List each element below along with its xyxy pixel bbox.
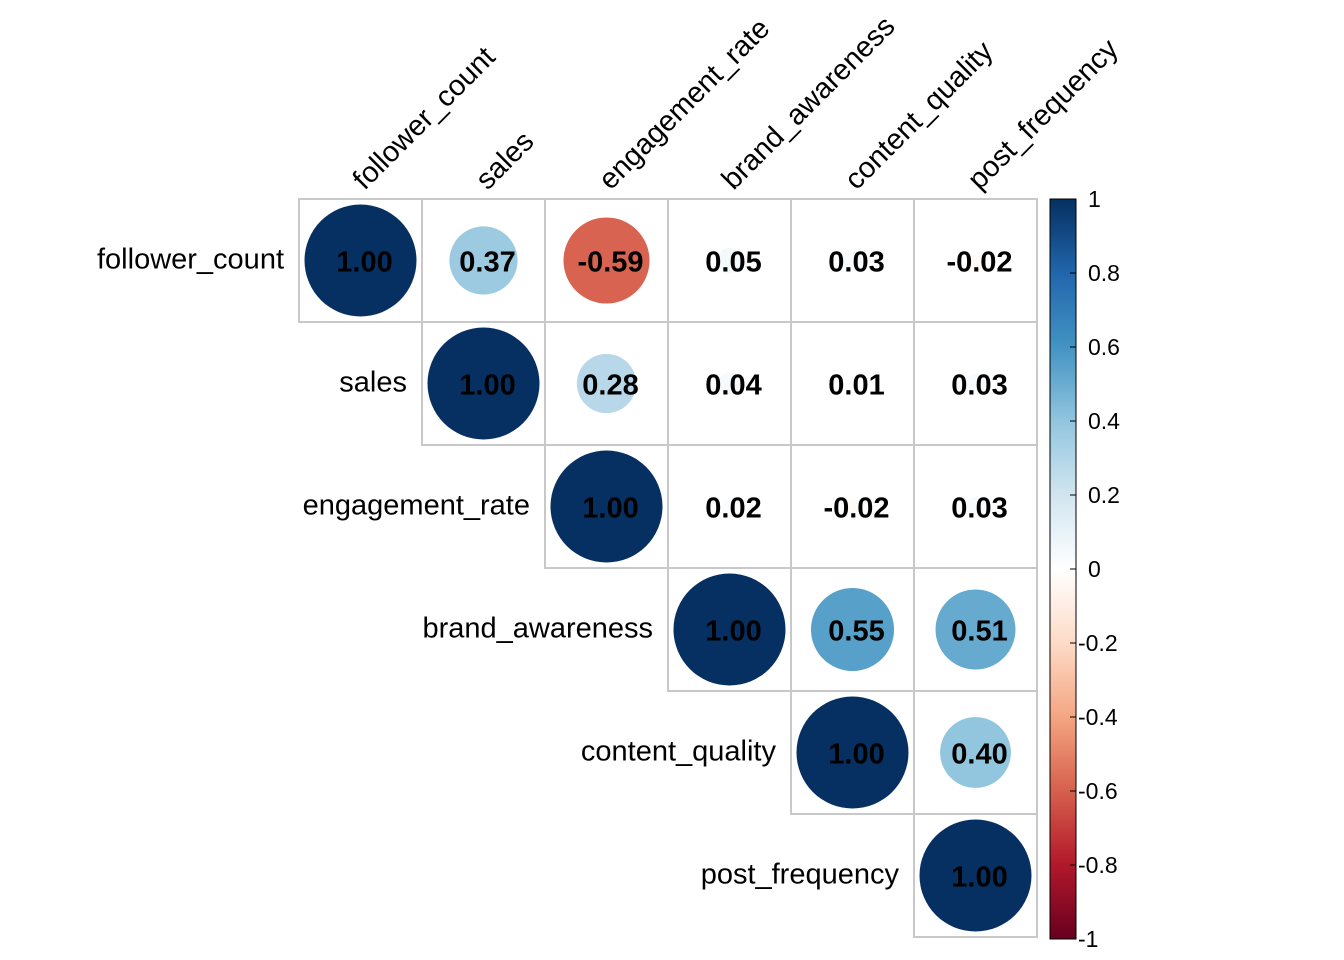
corr-circle-brand_awareness-content_quality [810, 587, 895, 672]
colorbar-tick-label: -0.6 [1078, 778, 1118, 804]
colorbar-tick-label: 0.8 [1088, 260, 1120, 286]
colorbar-tick-label: -0.2 [1078, 630, 1118, 656]
corr-value-label: 0.03 [828, 247, 884, 279]
corr-circle-brand_awareness-brand_awareness [673, 573, 786, 686]
row-label-post_frequency: post_frequency [701, 859, 900, 891]
row-label-engagement_rate: engagement_rate [303, 490, 530, 522]
colorbar-tick-label: 1 [1088, 186, 1101, 212]
corr-circle-follower_count-post_frequency [967, 252, 984, 269]
corr-value-label: 0.03 [951, 493, 1007, 525]
row-label-follower_count: follower_count [97, 244, 284, 276]
corr-value-label: -0.02 [823, 493, 889, 525]
corr-circle-engagement_rate-post_frequency [965, 496, 986, 517]
row-label-brand_awareness: brand_awareness [422, 613, 653, 645]
corr-circle-engagement_rate-engagement_rate [550, 450, 663, 563]
row-label-content_quality: content_quality [581, 736, 777, 768]
row-label-sales: sales [339, 367, 407, 399]
grid-cell [913, 813, 1038, 938]
column-label-sales: sales [470, 125, 541, 196]
corr-value-label: 0.55 [828, 616, 884, 648]
corr-circle-engagement_rate-content_quality [844, 498, 861, 515]
corr-value-label: -0.59 [577, 247, 643, 279]
colorbar-tick-label: -0.4 [1078, 704, 1118, 730]
corr-value-label: 0.40 [951, 739, 1007, 771]
corr-circle-brand_awareness-post_frequency [935, 589, 1016, 670]
colorbar-tick-label: -0.8 [1078, 852, 1118, 878]
corr-value-label: 0.37 [459, 247, 515, 279]
corr-circle-engagement_rate-brand_awareness [721, 498, 738, 515]
corr-circle-follower_count-engagement_rate [563, 217, 650, 304]
corr-value-label: 0.05 [705, 247, 761, 279]
corr-value-label: 1.00 [459, 370, 515, 402]
corr-circle-sales-content_quality [846, 377, 859, 390]
corr-value-label: 0.01 [828, 370, 884, 402]
corr-circle-follower_count-sales [449, 226, 518, 295]
corr-value-label: 1.00 [705, 616, 761, 648]
corr-circle-post_frequency-post_frequency [919, 819, 1032, 932]
corr-value-label: 1.00 [951, 862, 1007, 894]
corr-circle-content_quality-content_quality [796, 696, 909, 809]
corr-circle-sales-sales [427, 327, 540, 440]
corr-value-label: -0.02 [946, 247, 1012, 279]
corr-value-label: 0.03 [951, 370, 1007, 402]
colorbar-tick-label: 0 [1088, 556, 1101, 582]
corr-value-label: 1.00 [582, 493, 638, 525]
corr-circle-follower_count-brand_awareness [716, 247, 743, 274]
corr-value-label: 1.00 [828, 739, 884, 771]
corr-circle-sales-engagement_rate [576, 353, 637, 414]
corr-value-label: 0.28 [582, 370, 638, 402]
colorbar-tick-label: -1 [1078, 926, 1098, 952]
colorbar-tick-label: 0.6 [1088, 334, 1120, 360]
corr-circle-follower_count-follower_count [304, 204, 417, 317]
corr-value-label: 0.04 [705, 370, 761, 402]
corr-circle-content_quality-post_frequency [940, 717, 1011, 788]
corr-circle-sales-post_frequency [965, 373, 986, 394]
corr-circle-follower_count-content_quality [842, 250, 863, 271]
corr-value-label: 0.51 [951, 616, 1007, 648]
colorbar-tick-label: 0.2 [1088, 482, 1120, 508]
corr-value-label: 1.00 [336, 247, 392, 279]
colorbar-tick-label: 0.4 [1088, 408, 1120, 434]
corr-circle-sales-brand_awareness [718, 372, 741, 395]
corr-value-label: 0.02 [705, 493, 761, 525]
